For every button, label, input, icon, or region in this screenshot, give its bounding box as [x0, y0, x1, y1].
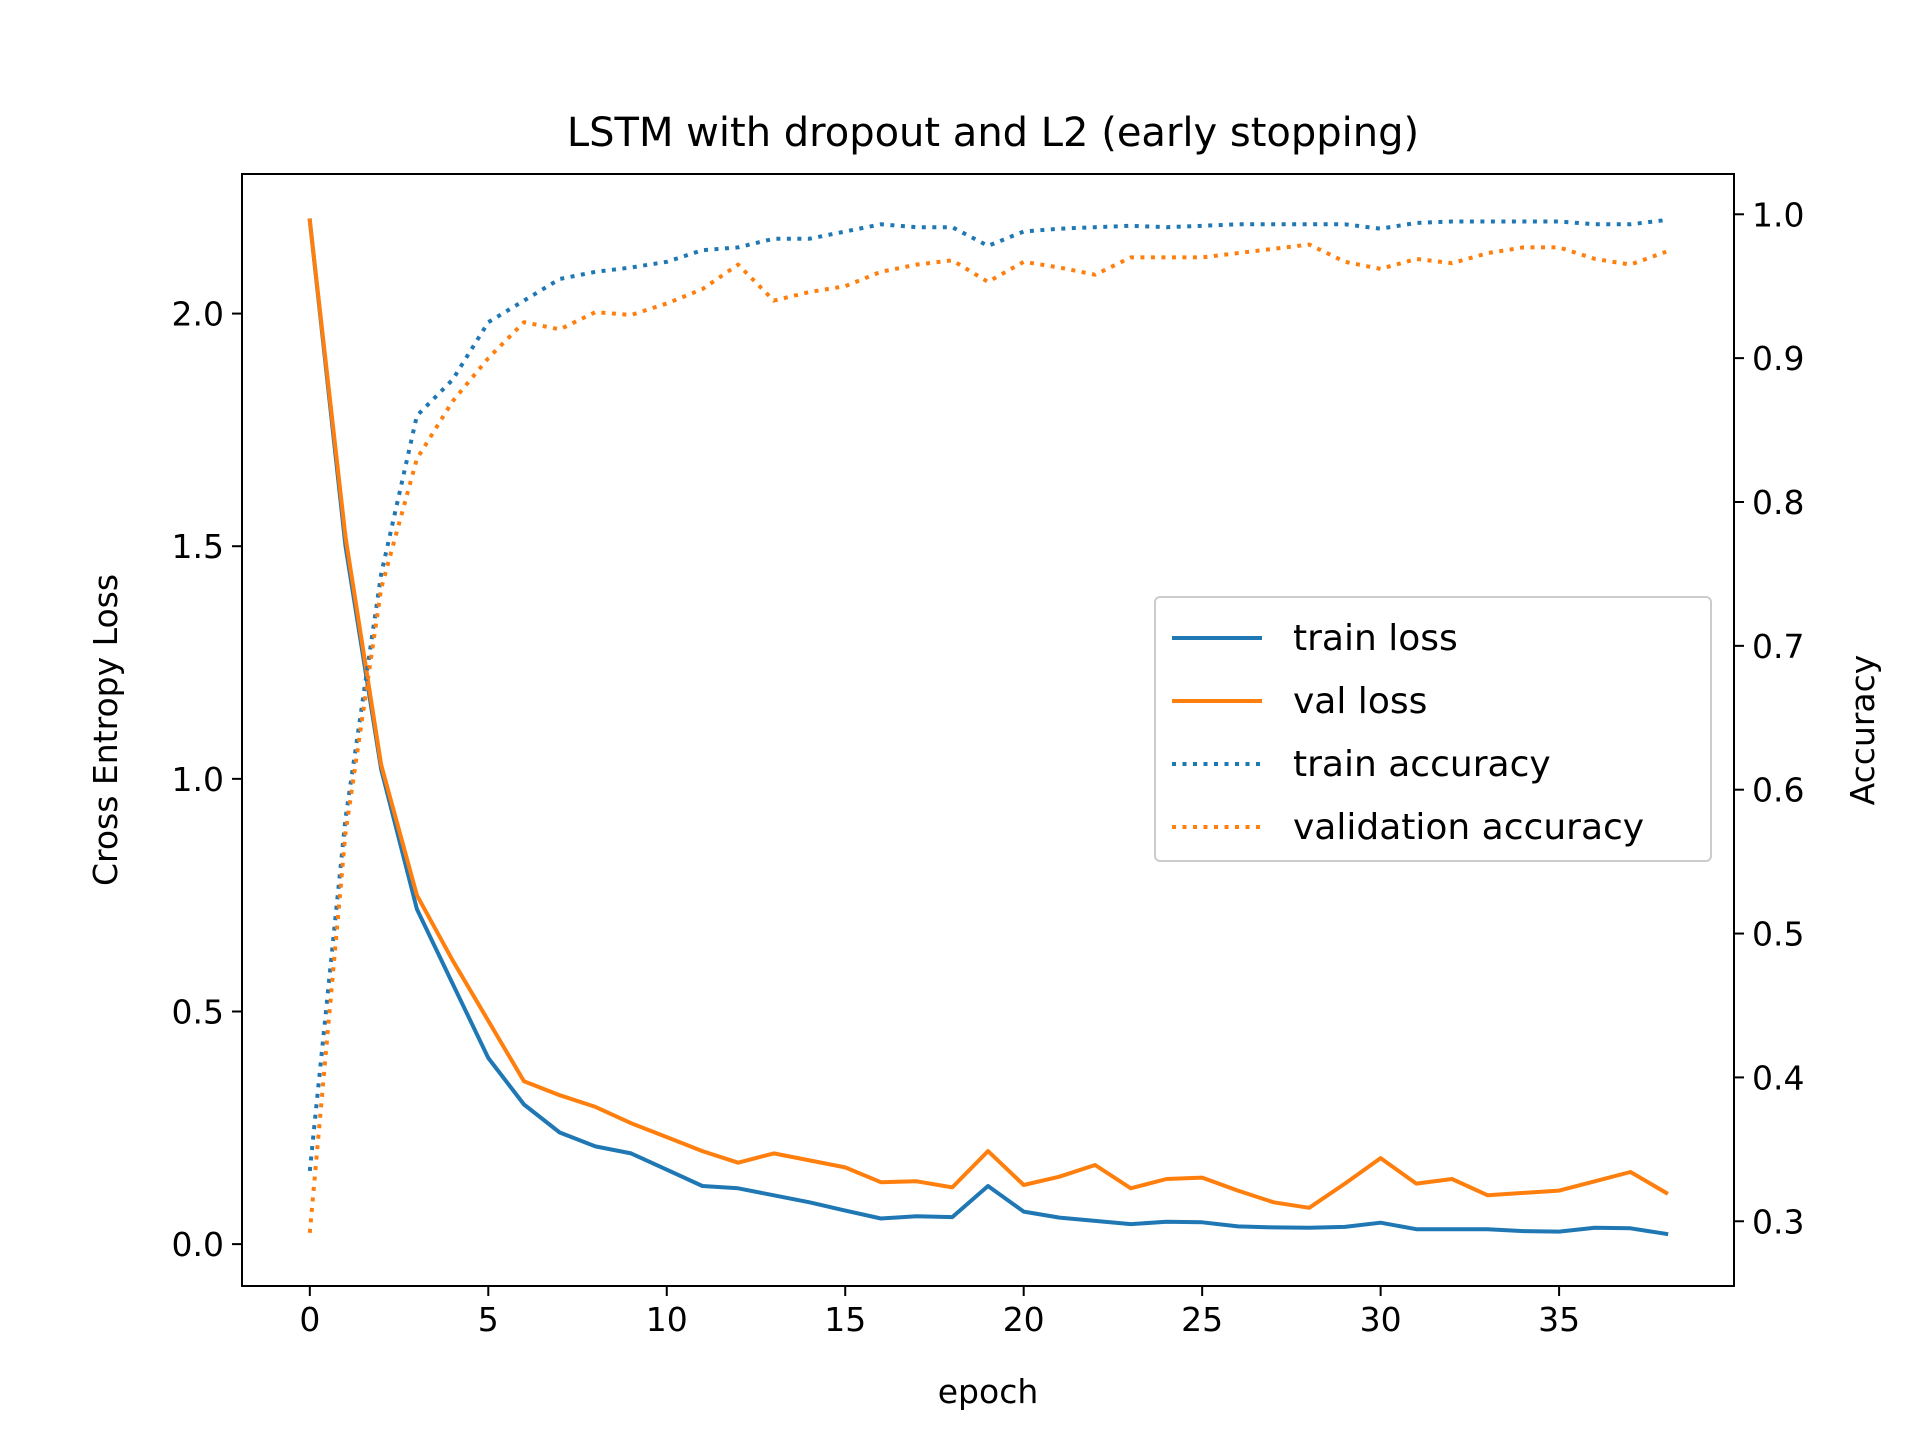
y-right-tick-label: 0.4 — [1752, 1058, 1804, 1097]
legend-label-train-accuracy: train accuracy — [1293, 744, 1551, 785]
chart-title: LSTM with dropout and L2 (early stopping… — [567, 110, 1419, 156]
x-tick-label: 5 — [478, 1300, 499, 1339]
y-left-tick-label: 1.5 — [172, 527, 224, 566]
x-tick-label: 20 — [1003, 1300, 1045, 1339]
x-axis: 0 5 10 15 20 25 30 35 — [299, 1286, 1580, 1339]
x-tick-label: 35 — [1538, 1300, 1580, 1339]
y-right-tick-label: 1.0 — [1752, 195, 1804, 234]
y-right-tick-label: 0.6 — [1752, 771, 1804, 810]
series-line-val-loss — [307, 218, 1669, 1210]
y-axis-right: 0.3 0.4 0.5 0.6 0.7 0.8 0.9 1.0 — [1734, 195, 1804, 1241]
x-tick-label: 0 — [299, 1300, 320, 1339]
y-right-tick-label: 0.8 — [1752, 483, 1804, 522]
legend-label-validation-accuracy: validation accuracy — [1293, 807, 1644, 848]
x-tick-label: 10 — [646, 1300, 688, 1339]
y-axis-right-title: Accuracy — [1843, 655, 1882, 806]
legend-label-val-loss: val loss — [1293, 681, 1427, 722]
y-right-tick-label: 0.9 — [1752, 339, 1804, 378]
series-line-validation-accuracy — [307, 242, 1667, 1233]
x-tick-label: 15 — [824, 1300, 866, 1339]
plot-frame — [241, 173, 1735, 1287]
y-left-tick-label: 1.0 — [172, 760, 224, 799]
y-axis-left-title: Cross Entropy Loss — [86, 574, 125, 886]
legend-frame — [1154, 596, 1712, 862]
y-left-tick-label: 0.0 — [172, 1225, 224, 1264]
x-axis-title: epoch — [938, 1372, 1039, 1411]
legend-label-train-loss: train loss — [1293, 618, 1458, 659]
y-left-tick-label: 2.0 — [172, 295, 224, 334]
series-line-train-loss — [307, 218, 1669, 1237]
x-tick-label: 25 — [1181, 1300, 1223, 1339]
x-tick-label: 30 — [1360, 1300, 1402, 1339]
legend: train loss val loss train accuracy validati… — [1154, 596, 1712, 862]
series-layer — [307, 218, 1669, 1237]
y-axis-left: 0.0 0.5 1.0 1.5 2.0 — [172, 295, 242, 1264]
y-right-tick-label: 0.5 — [1752, 915, 1804, 954]
y-right-tick-label: 0.7 — [1752, 627, 1804, 666]
y-left-tick-label: 0.5 — [172, 992, 224, 1031]
y-right-tick-label: 0.3 — [1752, 1202, 1804, 1241]
series-line-train-accuracy — [307, 218, 1667, 1172]
